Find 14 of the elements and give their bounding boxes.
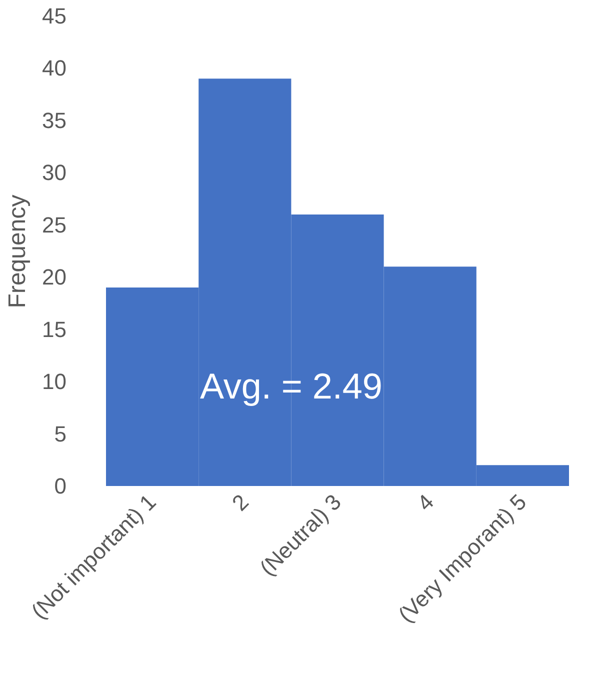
y-tick-label: 25 <box>42 212 66 238</box>
y-axis-title: Frequency <box>4 194 32 308</box>
y-tick-label: 45 <box>42 4 66 28</box>
y-tick-label: 40 <box>42 56 66 81</box>
y-tick-label: 30 <box>42 160 66 186</box>
annotation: Avg. = 2.49 <box>200 365 382 406</box>
y-tick-label: 20 <box>42 264 66 290</box>
y-tick-label: 0 <box>54 474 66 498</box>
x-tick-label: 2 <box>227 489 254 516</box>
y-tick-label: 5 <box>54 421 66 446</box>
x-tick-label: 4 <box>412 489 439 516</box>
y-tick-label: 10 <box>42 369 66 394</box>
y-tick-label: 15 <box>42 316 66 342</box>
y-tick-label: 35 <box>42 108 66 133</box>
